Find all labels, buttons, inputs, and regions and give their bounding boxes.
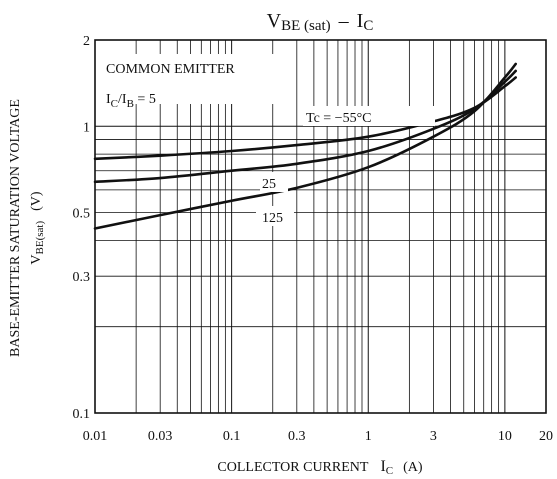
annotation-ic-ib: IC/IB = 5: [106, 92, 156, 110]
label-bg-55: [303, 106, 435, 126]
title-main-sub: BE (sat): [281, 18, 331, 34]
y-tick-label: 1: [83, 120, 90, 135]
x-tick-label: 3: [430, 429, 437, 444]
series-label-tc-55: Tc = −55°C: [306, 111, 372, 126]
curve-tc-minus-55: [93, 76, 517, 161]
x-tick-label: 0.3: [288, 429, 306, 444]
x-tick-label: 20: [539, 429, 553, 444]
title-dash: –: [338, 10, 350, 32]
y-tick-label: 0.3: [73, 270, 91, 285]
chart-title: VBE (sat) – IC: [267, 10, 374, 34]
x-tick-label: 10: [498, 429, 512, 444]
curves: [93, 62, 517, 230]
plot-frame: [94, 39, 547, 414]
annotation-common-emitter: COMMON EMITTER: [106, 62, 235, 77]
x-tick-label: 1: [365, 429, 372, 444]
x-tick-label: 0.1: [223, 429, 241, 444]
y-axis-label-2: VBE(sat)(V): [29, 191, 46, 265]
title-var: I: [357, 10, 364, 32]
title-var-sub: C: [363, 18, 373, 34]
y-tick-label: 0.1: [73, 407, 91, 422]
y-axis-label: BASE-EMITTER SATURATION VOLTAGE: [8, 99, 23, 357]
y-axis-label-line2: VBE(sat)(V): [29, 191, 46, 265]
x-tick-labels: 0.01 0.03 0.1 0.3 1 3 10 20: [83, 429, 553, 444]
y-tick-label: 0.5: [73, 207, 91, 222]
title-main: V: [267, 10, 282, 32]
y-tick-label: 2: [83, 34, 90, 49]
series-label-25: 25: [262, 177, 276, 192]
x-tick-label: 0.01: [83, 429, 108, 444]
y-tick-labels: 0.1 0.3 0.5 1 2: [73, 34, 91, 422]
label-bg-25: [260, 172, 288, 192]
label-bg-125: [256, 206, 294, 226]
x-tick-label: 0.03: [148, 429, 173, 444]
series-label-125: 125: [262, 211, 283, 226]
curve-tc-125: [93, 62, 517, 230]
y-axis-label-line1: BASE-EMITTER SATURATION VOLTAGE: [8, 99, 23, 357]
x-axis-label: COLLECTOR CURRENT IC (A): [217, 458, 422, 477]
note-bg: [100, 54, 295, 104]
